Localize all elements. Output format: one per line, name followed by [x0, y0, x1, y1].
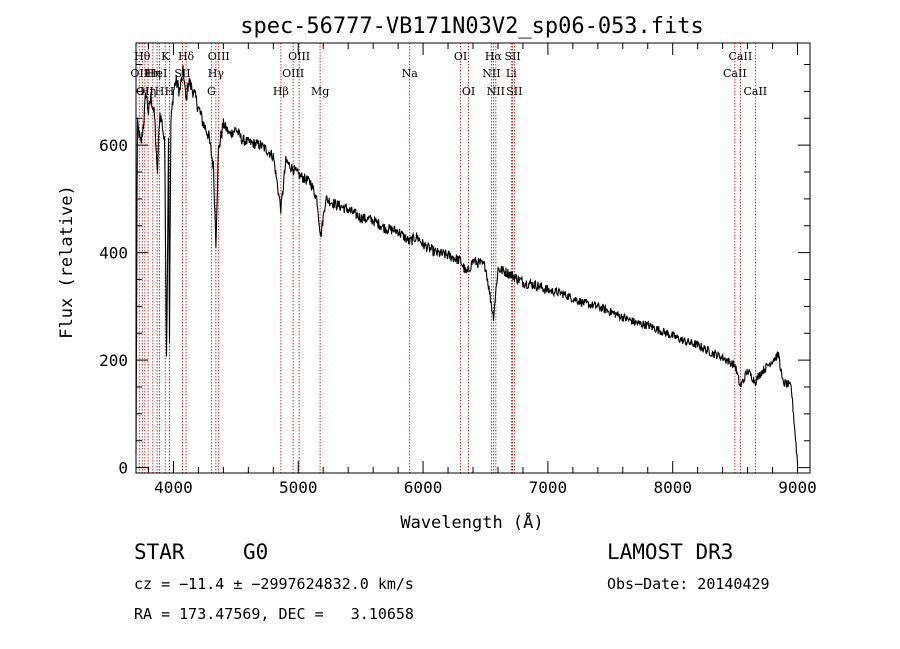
emission-line-label: Hα [485, 50, 503, 63]
x-tick-label: 7000 [529, 478, 568, 497]
emission-line-markers [138, 43, 756, 473]
emission-line-label: G [207, 85, 216, 98]
emission-line-label: NII [482, 67, 500, 80]
object-subclass: G0 [243, 540, 269, 564]
y-tick-label: 0 [118, 459, 128, 478]
emission-line-label: Hδ [178, 50, 195, 63]
x-axis-label: Wavelength (Å) [400, 511, 543, 533]
axis-ticks: 4000 5000 6000 7000 8000 9000 0 200 400 600 [99, 43, 817, 497]
emission-line-label: Na [402, 67, 419, 80]
emission-line-label: Li [506, 67, 517, 80]
y-tick-label: 400 [99, 244, 128, 263]
spectrum-series-line [135, 65, 799, 464]
x-tick-label: 6000 [404, 478, 443, 497]
y-axis-label: Flux (relative) [57, 185, 77, 339]
plot-frame [135, 42, 811, 474]
emission-line-label: OIII [282, 67, 304, 80]
chart-title: spec-56777-VB171N03V2_sp06-053.fits [240, 14, 704, 39]
emission-line-label: OIII [288, 50, 310, 63]
emission-line-label: Hβ [273, 85, 289, 98]
x-tick-label: 8000 [653, 478, 692, 497]
object-class: STAR [134, 540, 185, 564]
obs-date: Obs−Date: 20140429 [607, 575, 770, 593]
emission-line-label: H [155, 85, 165, 98]
emission-line-label: Hθ [134, 50, 151, 63]
emission-line-label: OII [130, 67, 148, 80]
emission-line-label: K [161, 50, 170, 63]
emission-line-label: OIII [208, 50, 230, 63]
survey-name: LAMOST DR3 [607, 540, 734, 564]
coordinates-readout: RA = 173.47569, DEC = 3.10658 [134, 605, 414, 623]
emission-line-labels: OIIHθOIIHηHηHeIHKHSIIHδGHγOIIIHβOIIIOIII… [130, 50, 767, 98]
y-tick-label: 600 [99, 136, 128, 155]
emission-line-label: SII [506, 85, 522, 98]
emission-line-label: CaII [743, 85, 767, 98]
emission-line-label: H [165, 85, 175, 98]
emission-line-label: HeI [147, 67, 167, 80]
emission-line-label: OI [462, 85, 475, 98]
emission-line-label: CaII [729, 50, 753, 63]
emission-line-label: NII [487, 85, 505, 98]
x-tick-label: 5000 [279, 478, 318, 497]
emission-line-label: Hη [140, 85, 156, 98]
emission-line-label: OI [454, 50, 467, 63]
emission-line-label: Hη [145, 67, 161, 80]
emission-line-label: CaII [723, 67, 747, 80]
emission-line-label: SII [504, 50, 520, 63]
x-tick-label: 4000 [154, 478, 193, 497]
y-tick-label: 200 [99, 351, 128, 370]
velocity-readout: cz = −11.4 ± −2997624832.0 km/s [134, 575, 414, 593]
x-tick-label: 9000 [778, 478, 817, 497]
emission-line-label: OII [136, 85, 154, 98]
emission-line-label: Hγ [208, 67, 225, 80]
emission-line-label: Mg [311, 85, 329, 98]
